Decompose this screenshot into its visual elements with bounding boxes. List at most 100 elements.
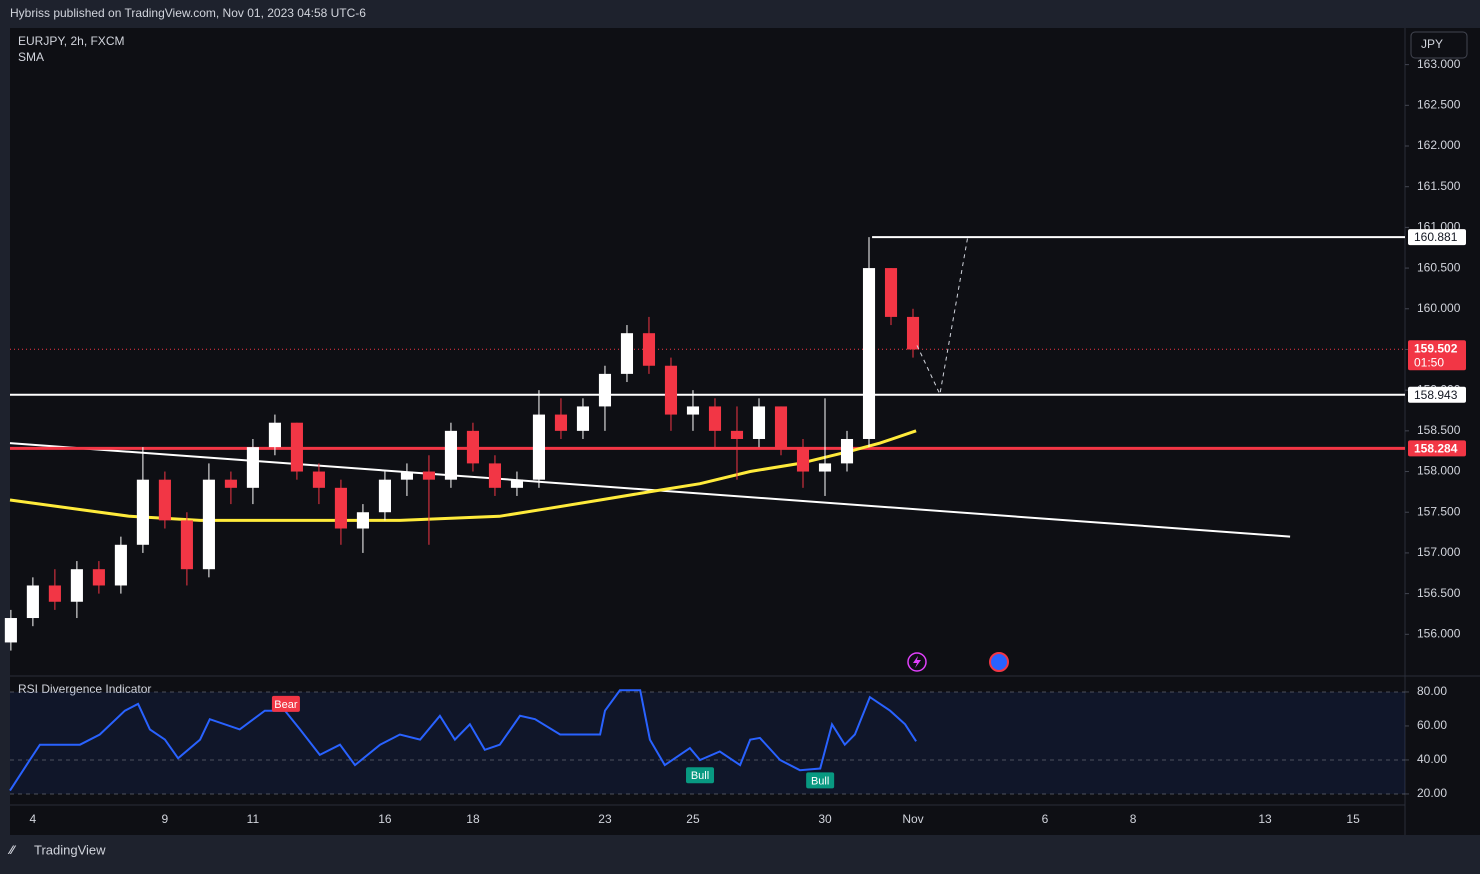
candle-body bbox=[202, 479, 215, 570]
candle-body bbox=[774, 406, 788, 448]
y-tick-label: 162.000 bbox=[1417, 138, 1461, 152]
y-tick-label: 40.00 bbox=[1417, 752, 1447, 766]
footer: TradingView bbox=[34, 842, 106, 857]
sma-line bbox=[9, 429, 917, 522]
candle-body bbox=[642, 333, 656, 366]
x-tick-label: 13 bbox=[1258, 812, 1272, 826]
x-tick-label: 15 bbox=[1346, 812, 1360, 826]
candle-body bbox=[576, 406, 590, 431]
candle-body bbox=[246, 447, 259, 488]
x-tick-label: 11 bbox=[247, 812, 260, 826]
candle-body bbox=[818, 463, 832, 472]
candle-body bbox=[664, 365, 678, 415]
y-tick-label: 157.000 bbox=[1417, 545, 1461, 559]
candle-body bbox=[136, 479, 149, 545]
candle-body bbox=[70, 569, 83, 602]
divergence-label: Bull bbox=[811, 775, 829, 787]
divergence-tag bbox=[686, 767, 715, 784]
x-tick-label: 30 bbox=[818, 812, 832, 826]
x-tick-label: 18 bbox=[466, 812, 480, 826]
y-tick-label: 158.500 bbox=[1417, 423, 1461, 437]
x-tick-label: 23 bbox=[598, 812, 612, 826]
y-tick-label: 156.000 bbox=[1417, 626, 1461, 640]
candle-body bbox=[598, 373, 612, 407]
rsi-line bbox=[9, 689, 917, 792]
candle-body bbox=[752, 406, 766, 439]
candle-body bbox=[532, 414, 546, 480]
current-tag bbox=[1408, 340, 1466, 371]
divergence-label: Bull bbox=[691, 770, 709, 782]
candle-body bbox=[378, 479, 391, 513]
y-tick-label: 162.500 bbox=[1417, 97, 1461, 111]
currency: JPY bbox=[1421, 37, 1443, 51]
candle-body bbox=[862, 268, 876, 439]
x-tick-label: 16 bbox=[378, 812, 392, 826]
candle-body bbox=[840, 438, 854, 464]
candle-body bbox=[312, 471, 325, 488]
logo-mark: ⁄⁄ bbox=[7, 843, 17, 857]
candle-body bbox=[906, 316, 920, 350]
candle-body bbox=[158, 479, 171, 521]
candle-body bbox=[92, 569, 105, 586]
level-label: 158.284 bbox=[1414, 442, 1458, 456]
x-tick-label: 8 bbox=[1130, 812, 1137, 826]
y-tick-label: 156.500 bbox=[1417, 586, 1461, 600]
level-tag bbox=[1408, 229, 1466, 246]
y-tick-label: 161.500 bbox=[1417, 179, 1461, 193]
projection bbox=[916, 235, 969, 396]
candle-body bbox=[48, 585, 61, 602]
level-label: 158.943 bbox=[1414, 388, 1458, 402]
current-label: 159.502 bbox=[1414, 341, 1458, 355]
y-tick-label: 60.00 bbox=[1417, 718, 1447, 732]
candle-body bbox=[686, 406, 700, 415]
y-tick-label: 20.00 bbox=[1417, 786, 1447, 800]
candle-body bbox=[730, 430, 744, 439]
y-tick-label: 157.500 bbox=[1417, 504, 1461, 518]
x-tick-label: Nov bbox=[902, 812, 923, 826]
candle-body bbox=[180, 520, 193, 570]
x-tick-label: 6 bbox=[1042, 812, 1049, 826]
level-tag bbox=[1408, 440, 1466, 457]
y-tick-label: 160.500 bbox=[1417, 260, 1461, 274]
divergence-label: Bear bbox=[274, 699, 298, 711]
indicator-label: SMA bbox=[18, 50, 44, 64]
y-tick-label: 160.000 bbox=[1417, 301, 1461, 315]
candle-body bbox=[796, 447, 810, 472]
candle-body bbox=[488, 463, 502, 488]
candle-body bbox=[620, 333, 634, 374]
candle-body bbox=[268, 422, 281, 448]
candle-body bbox=[114, 544, 127, 586]
divergence-tag bbox=[806, 772, 835, 789]
icon[interactable] bbox=[989, 652, 1009, 672]
candle-body bbox=[554, 414, 568, 431]
trendline bbox=[9, 442, 1291, 538]
candle-body bbox=[4, 618, 17, 643]
candle-body bbox=[290, 422, 303, 472]
level-label: 160.881 bbox=[1414, 230, 1458, 244]
candle-body bbox=[422, 471, 435, 480]
level-tag bbox=[1408, 386, 1466, 403]
candle-body bbox=[466, 430, 479, 464]
currency-box[interactable] bbox=[1410, 31, 1468, 59]
countdown: 01:50 bbox=[1414, 355, 1444, 369]
icon[interactable] bbox=[907, 652, 927, 672]
candle-body bbox=[224, 479, 237, 488]
candle-body bbox=[356, 512, 369, 529]
chart-area bbox=[10, 28, 1480, 835]
x-tick-label: 9 bbox=[162, 812, 169, 826]
candle-body bbox=[400, 471, 413, 480]
chart-title: EURJPY, 2h, FXCM bbox=[18, 34, 124, 48]
x-tick-label: 25 bbox=[686, 812, 700, 826]
x-tick-label: 4 bbox=[30, 812, 37, 826]
candle-body bbox=[334, 487, 347, 529]
y-tick-label: 158.000 bbox=[1417, 464, 1461, 478]
candle-body bbox=[708, 406, 722, 431]
y-tick-label: 163.000 bbox=[1417, 57, 1461, 71]
candle-body bbox=[444, 430, 457, 480]
candle-body bbox=[26, 585, 39, 619]
header: Hybriss published on TradingView.com, No… bbox=[10, 6, 366, 20]
divergence-tag bbox=[271, 695, 300, 712]
candle-body bbox=[510, 479, 524, 488]
